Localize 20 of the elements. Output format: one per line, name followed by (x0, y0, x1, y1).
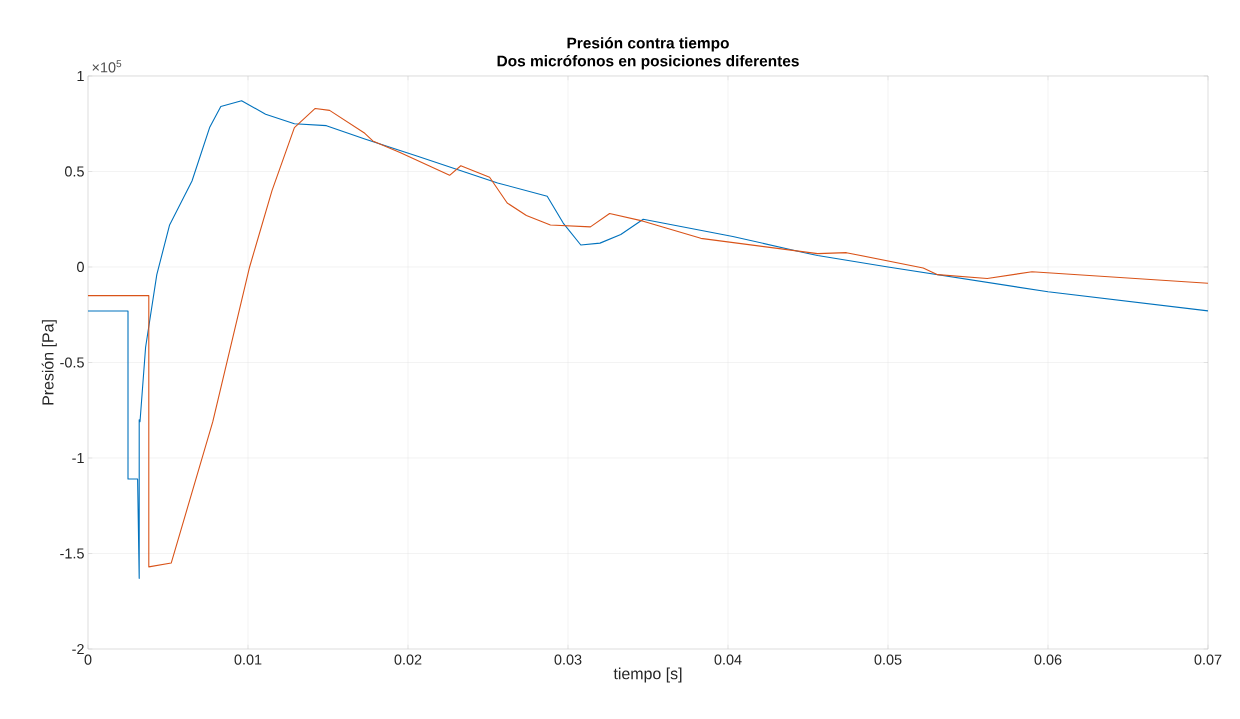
y-tick-label: 0.5 (64, 166, 84, 177)
x-tick-label: 0.07 (1194, 654, 1222, 665)
chart-title: Presión contra tiempo (567, 37, 729, 52)
x-tick-label: 0.03 (554, 654, 582, 665)
y-tick-label: -0.5 (60, 357, 84, 368)
y-tick-label: -1.5 (60, 548, 84, 559)
x-tick-label: 0.04 (714, 654, 742, 665)
x-axis-title: tiempo [s] (613, 667, 682, 683)
y-tick-label: 1 (77, 71, 84, 81)
y-tick-label: -1 (72, 453, 84, 463)
chart-subtitle: Dos micrófonos en posiciones diferentes (497, 54, 799, 70)
y-tick-label: 0 (77, 261, 84, 273)
y-axis-title: Presión [Pa] (41, 320, 57, 405)
y-tick-label: -2 (72, 643, 84, 655)
x-tick-label: 0 (84, 654, 92, 665)
x-tick-label: 0.06 (1034, 654, 1062, 665)
x-tick-label: 0.02 (394, 654, 422, 665)
x-tick-label: 0.05 (874, 654, 902, 665)
text: ×10$^{5}$ (92, 60, 122, 73)
x-tick-label: 0.01 (234, 654, 262, 665)
